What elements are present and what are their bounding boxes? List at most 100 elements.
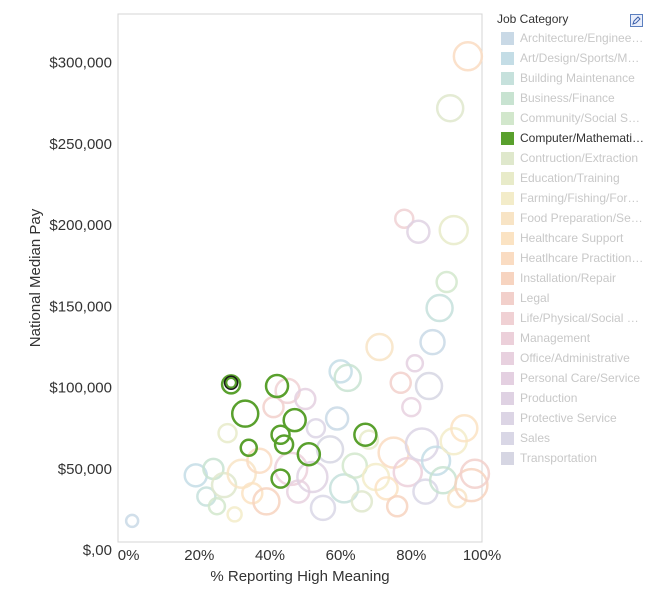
bubble-other-category[interactable] <box>341 452 369 479</box>
bubble-other-category[interactable] <box>241 482 264 505</box>
legend-item-label: Community/Social Service <box>520 111 645 125</box>
legend-item[interactable]: Protective Service <box>497 408 647 428</box>
bubble-other-category[interactable] <box>305 418 327 439</box>
legend-item-label: Architecture/Engineering <box>520 31 645 45</box>
legend-item-label: Contruction/Extraction <box>520 151 639 165</box>
bubble-other-category[interactable] <box>414 371 444 401</box>
legend-item[interactable]: Office/Administrative <box>497 348 647 368</box>
legend-item[interactable]: Contruction/Extraction <box>497 148 647 168</box>
legend-swatch <box>501 351 514 365</box>
bubble-other-category[interactable] <box>374 476 399 501</box>
bubble-computer-mathematical[interactable] <box>220 374 242 395</box>
legend-swatch <box>501 31 514 45</box>
legend-item[interactable]: Management <box>497 328 647 348</box>
bubble-other-category[interactable] <box>124 513 140 529</box>
bubble-other-category[interactable] <box>207 497 227 516</box>
bubble-other-category[interactable] <box>435 270 458 294</box>
bubble-other-category[interactable] <box>350 490 374 513</box>
bubble-other-category[interactable] <box>294 387 317 411</box>
bubble-other-category[interactable] <box>246 447 273 475</box>
bubble-other-category[interactable] <box>385 495 409 518</box>
bubble-computer-mathematical[interactable] <box>264 373 290 399</box>
bubble-other-category[interactable] <box>406 219 431 244</box>
bubble-other-category[interactable] <box>447 487 468 509</box>
bubble-computer-mathematical[interactable] <box>270 424 291 446</box>
x-axis-title: % Reporting High Meaning <box>210 568 389 585</box>
y-tick-label: $300,000 <box>49 55 112 72</box>
bubble-other-category[interactable] <box>365 332 394 362</box>
bubble-other-category[interactable] <box>328 473 360 504</box>
legend-item-label: Life/Physical/Social Science <box>520 311 645 325</box>
legend-swatch <box>501 271 514 285</box>
bubble-other-category[interactable] <box>392 456 424 488</box>
bubble-other-category[interactable] <box>309 494 337 522</box>
bubble-other-category[interactable] <box>420 445 452 477</box>
bubble-other-category[interactable] <box>452 40 484 72</box>
bubble-other-category[interactable] <box>210 471 238 499</box>
legend-item[interactable]: Installation/Repair <box>497 268 647 288</box>
bubble-other-category[interactable] <box>358 429 380 450</box>
legend-item[interactable]: Food Preparation/Serving <box>497 208 647 228</box>
legend-item[interactable]: Education/Training <box>497 168 647 188</box>
legend-swatch <box>501 211 514 225</box>
bubble-other-category[interactable] <box>196 486 217 507</box>
legend: Job Category Architecture/Engineering Art… <box>497 10 647 468</box>
bubble-computer-mathematical[interactable] <box>353 422 378 448</box>
bubble-other-category[interactable] <box>328 359 353 384</box>
bubble-other-category[interactable] <box>315 435 345 464</box>
bubble-other-category[interactable] <box>459 458 491 490</box>
legend-item[interactable]: Production <box>497 388 647 408</box>
bubble-computer-mathematical[interactable] <box>270 468 291 489</box>
bubble-other-category[interactable] <box>401 396 422 418</box>
legend-swatch <box>501 151 514 165</box>
bubble-computer-mathematical[interactable] <box>282 407 307 433</box>
bubble-computer-mathematical[interactable] <box>273 434 295 455</box>
legend-item[interactable]: Community/Social Service <box>497 108 647 128</box>
selected-bubble-outline[interactable] <box>223 375 239 391</box>
legend-item[interactable]: Sales <box>497 428 647 448</box>
bubble-other-category[interactable] <box>324 406 350 431</box>
bubble-computer-mathematical[interactable] <box>239 438 259 458</box>
legend-item[interactable]: Art/Design/Sports/Media <box>497 48 647 68</box>
bubble-other-category[interactable] <box>252 487 281 516</box>
bubble-computer-mathematical[interactable] <box>230 399 260 428</box>
bubble-other-category[interactable] <box>389 371 412 395</box>
x-tick-label: 0% <box>118 547 140 564</box>
legend-item-label: Transportation <box>520 451 597 465</box>
legend-item[interactable]: Heatlhcare Practitioners <box>497 248 647 268</box>
bubble-other-category[interactable] <box>435 93 465 123</box>
legend-item[interactable]: Legal <box>497 288 647 308</box>
bubble-other-category[interactable] <box>438 214 469 246</box>
bubble-other-category[interactable] <box>425 293 454 323</box>
bubble-other-category[interactable] <box>454 467 489 503</box>
legend-item[interactable]: Healthcare Support <box>497 228 647 248</box>
bubble-other-category[interactable] <box>333 363 362 393</box>
legend-item[interactable]: Computer/Mathematical <box>497 128 647 148</box>
legend-swatch <box>501 171 514 185</box>
bubble-other-category[interactable] <box>405 354 425 373</box>
bubble-other-category[interactable] <box>419 328 446 356</box>
bubble-other-category[interactable] <box>296 460 329 494</box>
legend-item[interactable]: Personal Care/Service <box>497 368 647 388</box>
bubble-other-category[interactable] <box>450 414 479 443</box>
legend-item-label: Business/Finance <box>520 91 615 105</box>
bubble-computer-mathematical[interactable] <box>224 376 238 390</box>
legend-item[interactable]: Business/Finance <box>497 88 647 108</box>
bubble-other-category[interactable] <box>394 208 415 229</box>
legend-item[interactable]: Building Maintenance <box>497 68 647 88</box>
legend-item-label: Installation/Repair <box>520 271 617 285</box>
legend-item[interactable]: Life/Physical/Social Science <box>497 308 647 328</box>
legend-item-label: Farming/Fishing/Forestry <box>520 191 645 205</box>
legend-swatch <box>501 191 514 205</box>
bubble-other-category[interactable] <box>226 506 243 523</box>
legend-item[interactable]: Architecture/Engineering <box>497 28 647 48</box>
legend-item[interactable]: Farming/Fishing/Forestry <box>497 188 647 208</box>
legend-swatch <box>501 431 514 445</box>
legend-item[interactable]: Transportation <box>497 448 647 468</box>
x-tick-label: 40% <box>255 547 285 564</box>
bubble-computer-mathematical[interactable] <box>296 442 322 467</box>
bubble-other-category[interactable] <box>217 422 238 444</box>
edit-colors-icon[interactable] <box>630 14 643 27</box>
legend-swatch <box>501 411 514 425</box>
bubble-other-category[interactable] <box>226 458 257 490</box>
